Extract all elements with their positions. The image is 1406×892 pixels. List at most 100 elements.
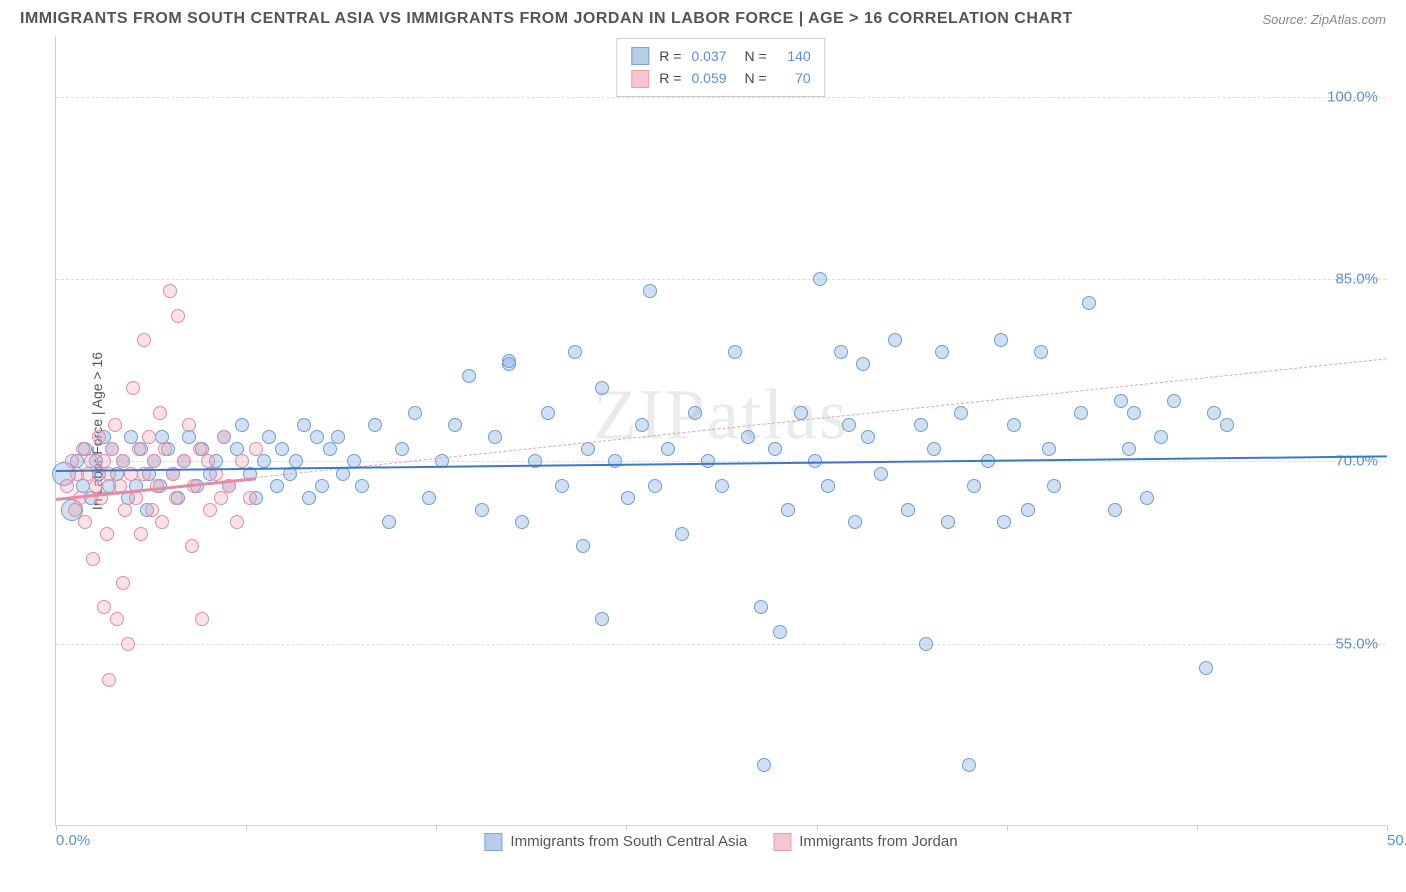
- data-point: [155, 515, 169, 529]
- data-point: [475, 503, 489, 517]
- data-point: [1220, 418, 1234, 432]
- data-point: [68, 503, 82, 517]
- data-point: [856, 357, 870, 371]
- legend-n-key: N =: [745, 45, 767, 67]
- data-point: [661, 442, 675, 456]
- data-point: [145, 503, 159, 517]
- ytick-label: 100.0%: [1327, 88, 1378, 105]
- data-point: [158, 442, 172, 456]
- data-point: [448, 418, 462, 432]
- data-point: [488, 430, 502, 444]
- data-point: [842, 418, 856, 432]
- data-point: [422, 491, 436, 505]
- data-point: [1082, 296, 1096, 310]
- data-point: [1007, 418, 1021, 432]
- legend-swatch: [631, 47, 649, 65]
- data-point: [1199, 661, 1213, 675]
- plot-area: 55.0%70.0%85.0%100.0%0.0%50.0%: [56, 36, 1386, 825]
- data-point: [121, 637, 135, 651]
- data-point: [116, 576, 130, 590]
- data-point: [257, 454, 271, 468]
- xtick: [817, 825, 818, 831]
- data-point: [994, 333, 1008, 347]
- data-point: [408, 406, 422, 420]
- data-point: [941, 515, 955, 529]
- data-point: [515, 515, 529, 529]
- data-point: [555, 479, 569, 493]
- data-point: [182, 430, 196, 444]
- data-point: [502, 354, 516, 368]
- gridline: [56, 644, 1386, 645]
- data-point: [794, 406, 808, 420]
- data-point: [355, 479, 369, 493]
- data-point: [177, 454, 191, 468]
- data-point: [773, 625, 787, 639]
- data-point: [997, 515, 1011, 529]
- legend-swatch: [631, 70, 649, 88]
- legend-swatch: [484, 833, 502, 851]
- data-point: [235, 418, 249, 432]
- data-point: [395, 442, 409, 456]
- data-point: [1167, 394, 1181, 408]
- data-point: [243, 491, 257, 505]
- data-point: [927, 442, 941, 456]
- data-point: [230, 515, 244, 529]
- xtick: [1197, 825, 1198, 831]
- data-point: [86, 552, 100, 566]
- data-point: [169, 491, 183, 505]
- data-point: [134, 527, 148, 541]
- data-point: [874, 467, 888, 481]
- data-point: [84, 454, 98, 468]
- data-point: [100, 527, 114, 541]
- data-point: [462, 369, 476, 383]
- data-point: [608, 454, 622, 468]
- data-point: [757, 758, 771, 772]
- data-point: [323, 442, 337, 456]
- data-point: [195, 612, 209, 626]
- legend-swatch: [773, 833, 791, 851]
- xtick: [626, 825, 627, 831]
- data-point: [289, 454, 303, 468]
- correlation-legend: R =0.037N =140R =0.059N =70: [616, 38, 825, 97]
- data-point: [935, 345, 949, 359]
- legend-n-val: 140: [777, 45, 811, 67]
- data-point: [310, 430, 324, 444]
- data-point: [675, 527, 689, 541]
- data-point: [834, 345, 848, 359]
- data-point: [1127, 406, 1141, 420]
- data-point: [715, 479, 729, 493]
- data-point: [648, 479, 662, 493]
- legend-row: R =0.037N =140: [631, 45, 810, 67]
- data-point: [914, 418, 928, 432]
- data-point: [1114, 394, 1128, 408]
- data-point: [595, 612, 609, 626]
- legend-item: Immigrants from South Central Asia: [484, 833, 747, 851]
- data-point: [297, 418, 311, 432]
- data-point: [368, 418, 382, 432]
- data-point: [901, 503, 915, 517]
- data-point: [214, 491, 228, 505]
- gridline: [56, 279, 1386, 280]
- legend-n-val: 70: [777, 67, 811, 89]
- legend-r-val: 0.059: [691, 67, 726, 89]
- data-point: [110, 612, 124, 626]
- data-point: [163, 284, 177, 298]
- data-point: [643, 284, 657, 298]
- chart-title: IMMIGRANTS FROM SOUTH CENTRAL ASIA VS IM…: [20, 10, 1073, 28]
- data-point: [315, 479, 329, 493]
- data-point: [581, 442, 595, 456]
- data-point: [147, 454, 161, 468]
- data-point: [102, 673, 116, 687]
- legend-n-key: N =: [745, 67, 767, 89]
- data-point: [919, 637, 933, 651]
- data-point: [275, 442, 289, 456]
- data-point: [701, 454, 715, 468]
- data-point: [1021, 503, 1035, 517]
- data-point: [1034, 345, 1048, 359]
- data-point: [1122, 442, 1136, 456]
- legend-label: Immigrants from Jordan: [799, 833, 957, 850]
- data-point: [185, 539, 199, 553]
- data-point: [1108, 503, 1122, 517]
- data-point: [262, 430, 276, 444]
- data-point: [60, 479, 74, 493]
